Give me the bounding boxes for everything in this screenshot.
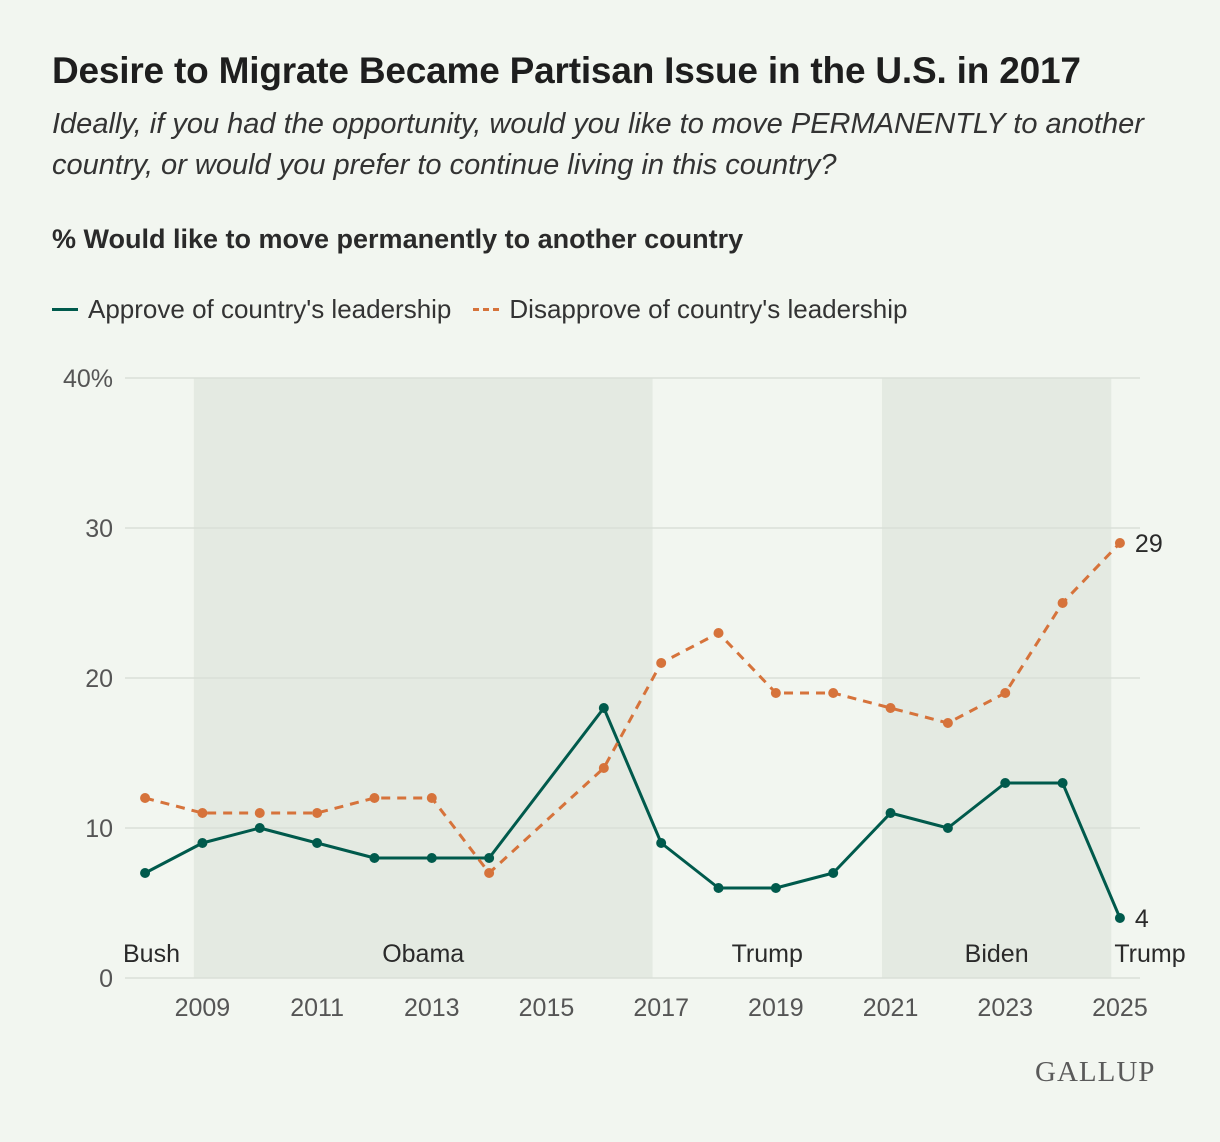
data-point-approve (942, 823, 953, 833)
end-label-disapprove: 29 (1135, 530, 1163, 558)
data-point-approve (254, 823, 265, 833)
y-tick-label: 40% (63, 365, 113, 393)
data-point-approve (140, 868, 151, 878)
legend-label-disapprove: Disapprove of country's leadership (509, 294, 908, 324)
band-label-obama: Obama (382, 940, 464, 968)
legend-swatch-disapprove (473, 308, 500, 311)
legend: Approve of country's leadership Disappro… (52, 294, 929, 325)
legend-item-disapprove: Disapprove of country's leadership (473, 294, 907, 325)
x-tick-label: 2021 (863, 994, 919, 1022)
data-point-approve (656, 838, 667, 848)
data-point-approve (197, 838, 208, 848)
legend-label-approve: Approve of country's leadership (88, 294, 452, 324)
y-tick-label: 10 (85, 815, 113, 843)
data-point-disapprove (484, 868, 495, 878)
data-point-disapprove (770, 688, 781, 698)
data-point-disapprove (140, 793, 151, 803)
x-tick-label: 2017 (633, 994, 689, 1022)
data-point-approve (312, 838, 323, 848)
x-tick-label: 2015 (519, 994, 575, 1022)
data-point-approve (1114, 913, 1125, 923)
data-point-disapprove (426, 793, 437, 803)
data-point-approve (1057, 778, 1068, 788)
x-tick-label: 2013 (404, 994, 460, 1022)
data-point-approve (1000, 778, 1011, 788)
data-point-approve (369, 853, 380, 863)
data-point-disapprove (254, 808, 265, 818)
data-point-approve (828, 868, 839, 878)
x-tick-label: 2009 (175, 994, 231, 1022)
data-point-approve (598, 703, 609, 713)
data-point-approve (713, 883, 724, 893)
x-tick-label: 2025 (1092, 994, 1148, 1022)
x-tick-label: 2019 (748, 994, 804, 1022)
data-point-disapprove (312, 808, 323, 818)
data-point-disapprove (197, 808, 208, 818)
chart-title: Desire to Migrate Became Partisan Issue … (52, 50, 1081, 91)
data-point-disapprove (885, 703, 896, 713)
end-label-approve: 4 (1135, 905, 1149, 933)
x-tick-label: 2011 (290, 994, 344, 1022)
y-tick-label: 20 (85, 665, 113, 693)
y-tick-label: 0 (99, 965, 113, 993)
legend-swatch-approve (52, 308, 78, 311)
band-label-trump: Trump (732, 940, 803, 968)
gallup-logo: GALLUP (1035, 1056, 1156, 1088)
data-point-disapprove (828, 688, 839, 698)
data-point-disapprove (369, 793, 380, 803)
data-point-disapprove (942, 718, 953, 728)
band-label-trump: Trump (1114, 940, 1185, 968)
x-tick-label: 2023 (977, 994, 1033, 1022)
data-point-disapprove (713, 628, 724, 638)
data-point-approve (885, 808, 896, 818)
chart-subtitle: Ideally, if you had the opportunity, wou… (52, 108, 1144, 181)
data-point-disapprove (656, 658, 667, 668)
y-tick-label: 30 (85, 515, 113, 543)
band-label-bush: Bush (123, 940, 180, 968)
data-point-approve (770, 883, 781, 893)
data-point-disapprove (1057, 598, 1068, 608)
data-point-approve (484, 853, 495, 863)
data-point-disapprove (598, 763, 609, 773)
band-label-biden: Biden (965, 940, 1029, 968)
y-axis-label: % Would like to move permanently to anot… (52, 224, 744, 254)
data-point-disapprove (1000, 688, 1011, 698)
data-point-approve (426, 853, 437, 863)
data-point-disapprove (1114, 538, 1125, 548)
legend-item-approve: Approve of country's leadership (52, 294, 451, 325)
